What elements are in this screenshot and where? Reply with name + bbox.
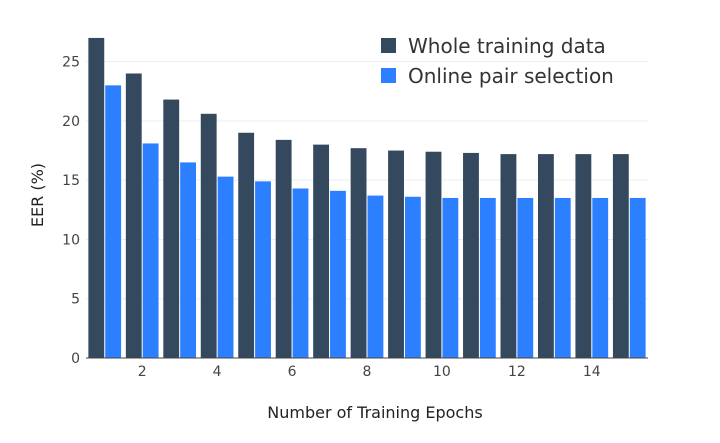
bar-series1-x4 (200, 113, 217, 359)
y-tick-label: 20 (62, 114, 80, 130)
bar-series1-x8 (350, 148, 367, 358)
y-tick-label: 5 (71, 292, 80, 308)
x-tick-label: 10 (433, 364, 451, 380)
bar-series2-x15 (629, 197, 646, 358)
bar-series2-x9 (404, 196, 421, 358)
x-tick-label: 4 (213, 364, 222, 380)
legend-swatch-2 (381, 68, 396, 83)
x-tick-label: 14 (583, 364, 601, 380)
bar-series1-x7 (313, 144, 330, 358)
y-axis-title: EER (%) (28, 163, 47, 227)
x-axis-title: Number of Training Epochs (267, 403, 482, 422)
bar-series2-x6 (292, 188, 309, 358)
bar-series2-x1 (105, 85, 122, 358)
bar-series1-x13 (537, 154, 554, 358)
x-tick-label: 12 (508, 364, 526, 380)
bar-series2-x11 (479, 197, 496, 358)
bar-series2-x14 (592, 197, 609, 358)
x-tick-label: 6 (288, 364, 297, 380)
bar-series1-x15 (612, 154, 629, 358)
y-tick-label: 0 (71, 351, 80, 367)
bar-series1-x3 (163, 99, 180, 358)
bar-series1-x2 (125, 73, 142, 358)
y-tick-labels: 0 5 10 15 20 25 (62, 55, 80, 367)
legend: Whole training data Online pair selection (381, 34, 614, 88)
x-tick-label: 2 (138, 364, 147, 380)
bar-series2-x13 (554, 197, 571, 358)
legend-swatch-1 (381, 38, 396, 53)
bar-series1-x10 (425, 151, 442, 358)
bar-series2-x3 (180, 162, 197, 358)
bar-series1-x11 (463, 152, 479, 358)
bar-series2-x8 (367, 195, 384, 358)
bar-series2-x5 (255, 181, 271, 358)
x-tick-labels: 2 4 6 8 10 12 14 (138, 364, 601, 380)
y-tick-label: 10 (62, 232, 80, 248)
bar-series1-x5 (238, 132, 255, 358)
bar-series2-x2 (142, 143, 159, 358)
bar-series2-x10 (442, 197, 459, 358)
x-tick-label: 8 (363, 364, 372, 380)
y-tick-label: 25 (62, 55, 80, 71)
grid-lines (86, 61, 648, 300)
y-tick-label: 15 (62, 173, 80, 189)
bar-series1-x1 (88, 37, 105, 358)
bar-series2-x7 (330, 190, 346, 358)
bar-series1-x12 (500, 154, 517, 358)
legend-label-2: Online pair selection (408, 64, 614, 88)
bars (88, 37, 646, 359)
bar-series1-x9 (388, 150, 404, 358)
bar-series1-x14 (575, 154, 592, 358)
legend-label-1: Whole training data (408, 34, 606, 58)
bar-series1-x6 (275, 139, 292, 358)
bar-series2-x4 (217, 176, 234, 358)
bar-series2-x12 (517, 197, 534, 358)
